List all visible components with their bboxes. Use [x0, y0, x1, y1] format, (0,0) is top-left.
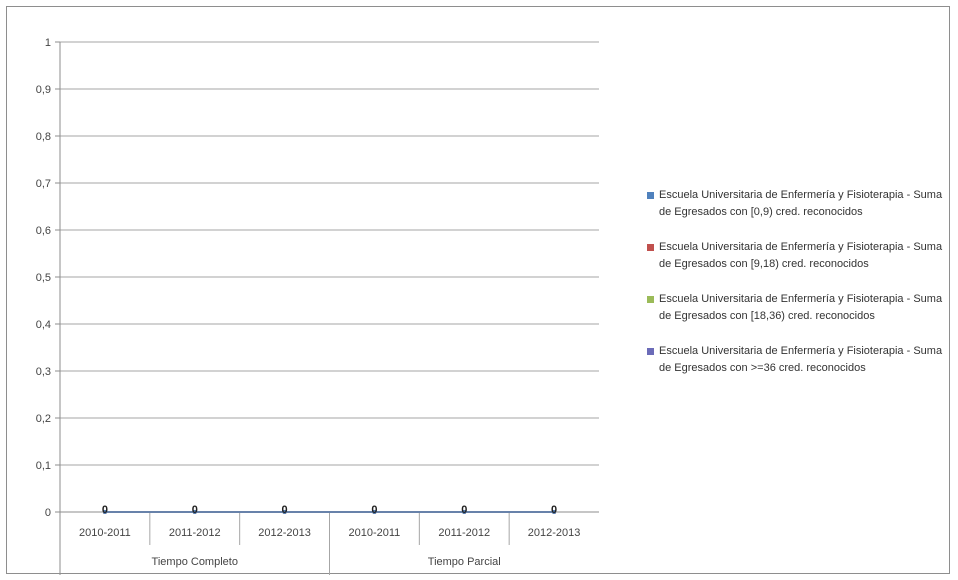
y-tick-label: 0,7 [36, 178, 51, 190]
y-tick-label: 0,3 [36, 366, 51, 378]
x-group-label: Tiempo Completo [152, 556, 238, 568]
legend-item: Escuela Universitaria de Enfermería y Fi… [647, 343, 947, 377]
y-tick-label: 0,9 [36, 84, 51, 96]
series-point [282, 510, 287, 514]
y-tick-label: 0,1 [36, 460, 51, 472]
x-group-label: Tiempo Parcial [428, 556, 501, 568]
legend-swatch [647, 244, 654, 251]
y-tick-label: 0,8 [36, 131, 51, 143]
x-tick-label: 2011-2012 [438, 527, 490, 539]
legend-label: Escuela Universitaria de Enfermería y Fi… [659, 345, 943, 374]
x-tick-label: 2011-2012 [169, 527, 221, 539]
legend-item: Escuela Universitaria de Enfermería y Fi… [647, 291, 947, 325]
legend-item: Escuela Universitaria de Enfermería y Fi… [647, 187, 947, 221]
series-point [192, 510, 197, 514]
legend: Escuela Universitaria de Enfermería y Fi… [647, 187, 947, 395]
legend-item: Escuela Universitaria de Enfermería y Fi… [647, 239, 947, 273]
legend-label: Escuela Universitaria de Enfermería y Fi… [659, 293, 943, 322]
data-label: 0 [282, 504, 288, 516]
y-tick-label: 0,4 [36, 319, 51, 331]
x-tick-label: 2010-2011 [79, 527, 131, 539]
legend-swatch [647, 296, 654, 303]
legend-swatch [647, 192, 654, 199]
series-point [552, 510, 557, 514]
series-point [462, 510, 467, 514]
legend-label: Escuela Universitaria de Enfermería y Fi… [659, 241, 943, 270]
y-tick-label: 0,2 [36, 413, 51, 425]
data-label: 0 [461, 504, 467, 516]
data-label: 0 [192, 504, 198, 516]
data-label: 0 [371, 504, 377, 516]
x-tick-label: 2012-2013 [528, 527, 581, 539]
y-tick-label: 0 [45, 507, 51, 519]
x-tick-label: 2012-2013 [258, 527, 311, 539]
y-tick-label: 1 [45, 37, 51, 49]
y-tick-label: 0,6 [36, 225, 51, 237]
line-chart: 0 0,1 0,2 0,3 0,4 0,5 0,6 0,7 0,8 0,9 1 2010-2011 20… [36, 37, 599, 575]
series-point [102, 510, 107, 514]
chart-frame: 0 0,1 0,2 0,3 0,4 0,5 0,6 0,7 0,8 0,9 1 2010-2011 20… [6, 6, 950, 575]
legend-label: Escuela Universitaria de Enfermería y Fi… [659, 189, 943, 218]
data-label: 0 [102, 504, 108, 516]
series-point [372, 510, 377, 514]
data-label: 0 [551, 504, 557, 516]
x-tick-label: 2010-2011 [349, 527, 401, 539]
legend-swatch [647, 348, 654, 355]
y-tick-label: 0,5 [36, 272, 51, 284]
